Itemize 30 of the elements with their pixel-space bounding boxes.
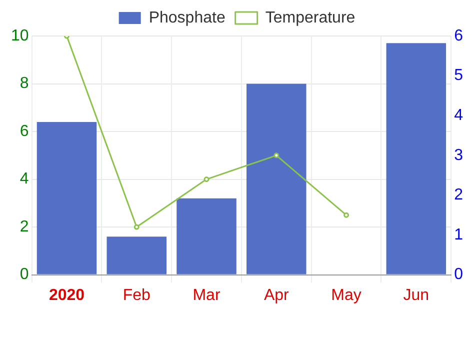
legend-label: Temperature <box>265 9 356 26</box>
y2-tick-label: 3 <box>454 146 464 164</box>
bar <box>36 122 97 274</box>
x-tick-label: Feb <box>122 286 151 304</box>
y-tick-label: 2 <box>20 218 29 236</box>
bar <box>386 43 446 274</box>
point <box>274 152 280 158</box>
x-tick-label: Jun <box>403 286 430 304</box>
bar <box>176 198 236 274</box>
x-tick-label: 2020 <box>48 286 85 304</box>
y-tick-label: 0 <box>20 266 29 284</box>
x-tick-label: Apr <box>264 286 290 304</box>
legend-label: Phosphate <box>148 9 226 26</box>
y-tick-label: 10 <box>11 27 29 44</box>
bar <box>106 236 166 274</box>
x-tick-label: Mar <box>192 286 221 304</box>
y2-tick-label: 1 <box>454 226 464 244</box>
y-tick-label: 6 <box>20 122 29 140</box>
y2-tick-label: 5 <box>454 67 464 84</box>
x-tick-label: May <box>331 286 362 304</box>
y-tick-label: 4 <box>20 170 29 188</box>
y2-tick-label: 4 <box>454 107 464 124</box>
bar <box>246 84 306 274</box>
point <box>204 176 210 182</box>
y-tick-label: 8 <box>20 75 29 92</box>
point <box>134 224 140 230</box>
y2-tick-label: 0 <box>454 266 464 284</box>
point <box>344 212 350 218</box>
y2-tick-label: 2 <box>454 186 464 204</box>
y2-tick-label: 6 <box>454 27 464 44</box>
